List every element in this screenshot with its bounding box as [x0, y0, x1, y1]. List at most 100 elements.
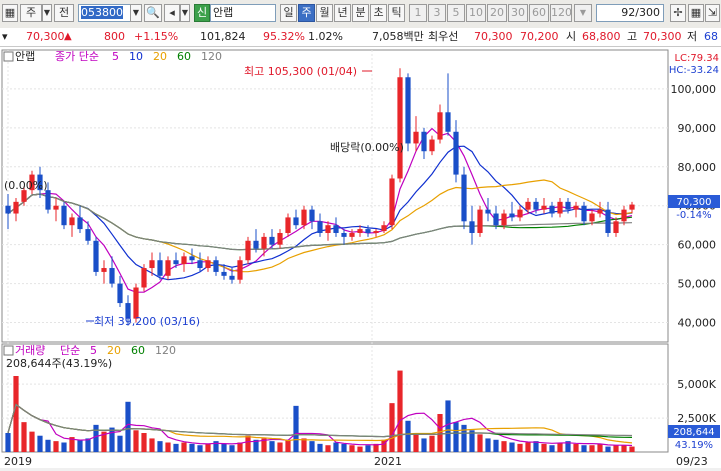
volume-value-text: 208,644주(43.19%)	[6, 357, 112, 370]
speaker-icon[interactable]: ◂	[164, 4, 180, 22]
interval-button-30[interactable]: 30	[508, 4, 528, 22]
volume-value: 101,824	[200, 30, 246, 43]
candle-body	[125, 303, 131, 319]
chevron-down-icon[interactable]: ▼	[42, 4, 52, 22]
period-tab-6[interactable]: 틱	[388, 4, 405, 22]
code-dropdown-icon[interactable]: ▼	[130, 4, 142, 22]
period-tab-3[interactable]: 년	[334, 4, 351, 22]
volume-bar	[181, 442, 187, 452]
volume-ma-period: 60	[131, 344, 145, 357]
price-y-tick: 90,000	[678, 122, 717, 135]
interval-button-5[interactable]: 5	[447, 4, 465, 22]
data-count-field[interactable]: 92/300	[596, 4, 664, 22]
candle-body	[573, 205, 579, 210]
candle-body	[45, 190, 51, 210]
volume-bar	[197, 445, 203, 452]
market-kind-select[interactable]: 주	[20, 4, 42, 22]
interval-button-10[interactable]: 10	[466, 4, 486, 22]
interval-button-60[interactable]: 60	[529, 4, 549, 22]
candle-body	[485, 209, 491, 214]
volume-bar	[157, 441, 163, 452]
volume-y-tick: 2,500K	[677, 412, 716, 425]
volume-panel-menu-icon[interactable]	[3, 345, 14, 356]
candle-body	[525, 201, 531, 210]
period-tab-5[interactable]: 초	[370, 4, 387, 22]
volume-bar	[469, 430, 475, 452]
price-ma-period: 60	[177, 50, 191, 63]
candle-body	[437, 112, 443, 140]
interval-button-1[interactable]: 1	[409, 4, 427, 22]
candle-body	[141, 268, 147, 288]
period-tab-4[interactable]: 분	[352, 4, 369, 22]
volume-bar	[277, 442, 283, 452]
stock-name-field[interactable]: 안랩	[210, 4, 276, 22]
volume-bar	[205, 443, 211, 452]
candles	[5, 68, 635, 326]
candle-body	[221, 271, 227, 276]
interval-button-120[interactable]: 120	[550, 4, 572, 22]
period-tab-0[interactable]: 일	[280, 4, 297, 22]
panel-menu-icon[interactable]	[3, 51, 14, 62]
price-y-tick: 40,000	[678, 317, 717, 330]
volume-bar	[453, 422, 459, 452]
best-ask: 70,300	[474, 30, 513, 43]
volume-bar	[477, 434, 483, 452]
volume-bar	[117, 435, 123, 452]
chart-settings-icon[interactable]: ▦	[2, 4, 18, 22]
volume-bar	[285, 439, 291, 452]
volume-bar	[101, 431, 107, 452]
expand-icon[interactable]: ⇲	[705, 4, 720, 22]
volume-bar	[149, 438, 155, 452]
interval-dropdown-icon[interactable]: ▼	[574, 4, 592, 22]
volume-bar	[501, 441, 507, 452]
volume-bar	[221, 443, 227, 452]
candle-body	[557, 201, 563, 214]
volume-bar	[189, 443, 195, 452]
credit-tag[interactable]: 신	[194, 4, 210, 22]
prev-button[interactable]: 전	[54, 4, 74, 22]
volume-bar	[565, 441, 571, 452]
price-volume-chart[interactable]: 100,00090,00080,00070,00060,00050,00040,…	[0, 47, 721, 468]
current-change-tag: -0.14%	[676, 210, 711, 221]
volume-bar	[421, 438, 427, 452]
volume-bar	[245, 435, 251, 452]
interval-button-3[interactable]: 3	[428, 4, 446, 22]
volume-ma-label: 단순	[60, 344, 80, 357]
crosshair-icon[interactable]: ✢	[670, 4, 686, 22]
volume-bar	[485, 438, 491, 452]
candle-body	[493, 213, 499, 226]
candle-body	[165, 260, 171, 276]
high-label: 고	[627, 30, 638, 43]
search-icon[interactable]: 🔍	[144, 4, 162, 22]
volume-bar	[125, 401, 131, 452]
candle-body	[357, 229, 363, 233]
volume-bar	[341, 443, 347, 452]
volume-bar	[437, 414, 443, 452]
interval-button-20[interactable]: 20	[487, 4, 507, 22]
candle-body	[309, 209, 315, 222]
down-triangle-icon: ▾	[2, 30, 8, 43]
chart-area[interactable]: 100,00090,00080,00070,00060,00050,00040,…	[0, 47, 721, 468]
best-quote-label: 최우선	[428, 30, 459, 43]
price-y-tick: 100,000	[671, 83, 717, 96]
volume-bar	[461, 424, 467, 452]
candle-body	[613, 221, 619, 233]
speaker-dropdown-icon[interactable]: ▼	[180, 4, 190, 22]
period-tab-2[interactable]: 월	[316, 4, 333, 22]
x-label-2019: 2019	[4, 455, 32, 468]
volume-bar	[381, 439, 387, 452]
volume-bar	[493, 439, 499, 452]
volume-panel-title: 거래량	[15, 344, 45, 357]
price-ma-period: 10	[129, 50, 143, 63]
grid-icon[interactable]: ▦	[688, 4, 704, 22]
period-tab-1[interactable]: 주	[298, 4, 315, 22]
candle-body	[285, 217, 291, 233]
volume-bar	[365, 445, 371, 452]
volume-bar	[229, 445, 235, 452]
candle-body	[85, 229, 91, 241]
stock-code-input[interactable]: 053800	[78, 4, 142, 22]
candle-body	[333, 225, 339, 233]
volume-bar	[317, 443, 323, 452]
left-annotation: (0.00%)	[4, 179, 48, 192]
volume-bar	[525, 442, 531, 452]
